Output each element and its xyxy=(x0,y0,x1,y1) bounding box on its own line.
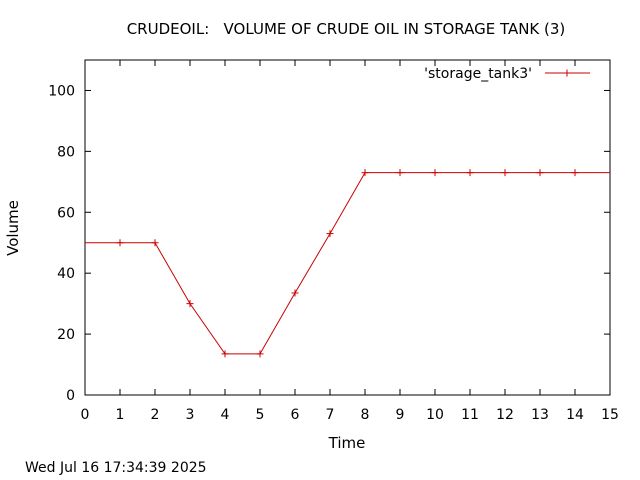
x-tick-label: 15 xyxy=(601,407,619,423)
x-tick-label: 2 xyxy=(151,407,160,423)
x-tick-label: 1 xyxy=(116,407,125,423)
data-point-marker xyxy=(431,169,439,177)
x-tick-label: 4 xyxy=(221,407,230,423)
plot-area-frame xyxy=(84,59,611,396)
data-point-marker xyxy=(221,350,229,358)
data-point-marker xyxy=(396,169,404,177)
series-layer xyxy=(85,169,610,358)
x-tick-label: 14 xyxy=(566,407,584,423)
data-point-marker xyxy=(151,239,159,247)
y-axis-ticks: 0 20 40 60 80 100 xyxy=(48,83,610,404)
data-point-marker xyxy=(256,350,264,358)
x-tick-label: 6 xyxy=(291,407,300,423)
y-tick-label: 0 xyxy=(66,388,75,404)
legend: 'storage_tank3' xyxy=(424,66,590,82)
series-line xyxy=(85,172,610,355)
y-axis-title: Volume xyxy=(4,200,22,256)
y-tick-label: 20 xyxy=(57,327,75,343)
y-tick-label: 60 xyxy=(57,205,75,221)
data-point-marker xyxy=(536,169,544,177)
legend-marker xyxy=(563,69,571,77)
data-point-marker xyxy=(361,169,369,177)
y-tick-label: 80 xyxy=(57,144,75,160)
x-axis-title: Time xyxy=(328,434,366,452)
x-tick-label: 9 xyxy=(396,407,405,423)
x-axis-ticks: 0 1 2 3 4 5 6 7 8 9 10 11 12 13 14 15 xyxy=(81,60,619,423)
x-tick-label: 8 xyxy=(361,407,370,423)
x-tick-label: 5 xyxy=(256,407,265,423)
data-point-marker xyxy=(326,230,334,238)
x-tick-label: 3 xyxy=(186,407,195,423)
x-tick-label: 10 xyxy=(426,407,444,423)
timestamp: Wed Jul 16 17:34:39 2025 xyxy=(25,460,207,476)
data-point-marker xyxy=(501,169,509,177)
x-tick-label: 12 xyxy=(496,407,514,423)
y-tick-label: 100 xyxy=(48,83,75,99)
legend-label: 'storage_tank3' xyxy=(424,66,532,82)
data-point-marker xyxy=(116,239,124,247)
data-point-marker xyxy=(466,169,474,177)
x-tick-label: 13 xyxy=(531,407,549,423)
y-tick-label: 40 xyxy=(57,266,75,282)
data-point-marker xyxy=(291,289,299,297)
x-tick-label: 7 xyxy=(326,407,335,423)
x-tick-label: 11 xyxy=(461,407,479,423)
data-point-marker xyxy=(571,169,579,177)
x-tick-label: 0 xyxy=(81,407,90,423)
data-point-marker xyxy=(186,300,194,308)
chart-title: CRUDEOIL: VOLUME OF CRUDE OIL IN STORAGE… xyxy=(127,20,566,38)
